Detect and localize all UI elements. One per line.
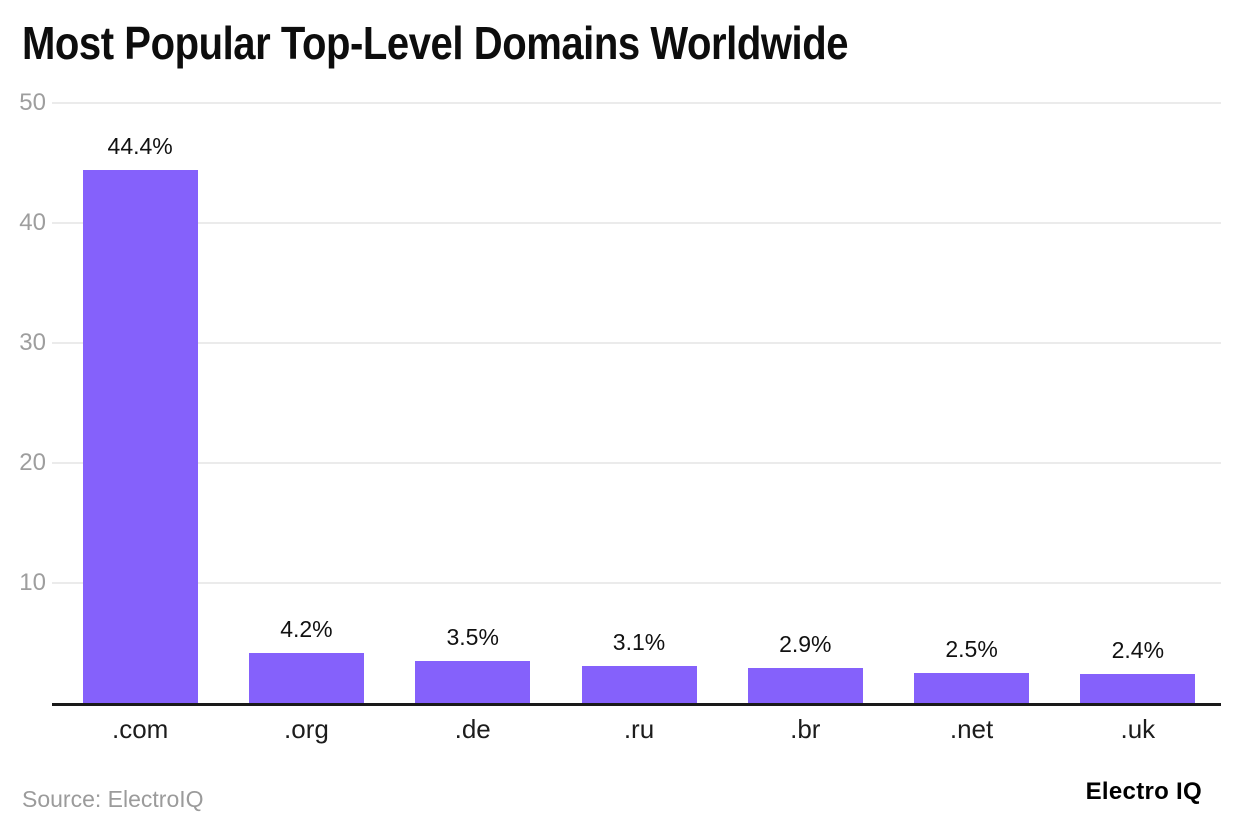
bar-value-label: 2.9%: [779, 631, 832, 658]
x-axis-category-label: .net: [949, 714, 994, 744]
y-axis-tick-label: 10: [19, 569, 46, 596]
x-axis-category-label: .de: [454, 714, 491, 744]
x-axis-line: [52, 703, 1221, 706]
bar-value-label: 2.4%: [1111, 637, 1165, 664]
brand-logo: Electro IQ: [1085, 778, 1202, 805]
y-axis-tick-label: 50: [19, 89, 46, 116]
y-axis-tick-label: 40: [19, 209, 46, 236]
gridline: [52, 342, 1221, 344]
bar-value-label: 3.1%: [612, 628, 666, 655]
bar-value-label: 2.5%: [945, 636, 998, 662]
bar-com: [82, 170, 198, 703]
x-axis-category-label: .uk: [1120, 714, 1156, 744]
gridline: [52, 462, 1221, 464]
bar-org: [248, 652, 364, 703]
x-axis-category-label: .com: [111, 714, 169, 744]
bar-value-label: 3.5%: [446, 624, 499, 650]
bar-value-label: 44.4%: [107, 133, 173, 160]
bar-de: [415, 661, 531, 703]
gridline: [52, 102, 1221, 104]
source-note: Source: ElectroIQ: [22, 786, 204, 812]
y-axis-tick-label: 20: [19, 449, 46, 476]
y-axis-tick-label: 30: [19, 329, 46, 356]
chart-title: Most Popular Top-Level Domains Worldwide: [22, 17, 849, 69]
gridline: [52, 582, 1221, 584]
bar-ru: [581, 665, 697, 703]
bar-value-label: 4.2%: [280, 615, 333, 642]
x-axis-category-label: .org: [284, 714, 329, 744]
x-axis-category-label: .br: [790, 714, 821, 744]
bar-net: [914, 673, 1030, 703]
x-axis-category-label: .ru: [623, 714, 655, 744]
bar-uk: [1080, 674, 1196, 703]
bar-br: [747, 668, 863, 703]
gridline: [52, 222, 1221, 224]
